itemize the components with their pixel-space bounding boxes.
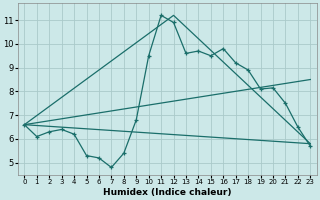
X-axis label: Humidex (Indice chaleur): Humidex (Indice chaleur) bbox=[103, 188, 232, 197]
